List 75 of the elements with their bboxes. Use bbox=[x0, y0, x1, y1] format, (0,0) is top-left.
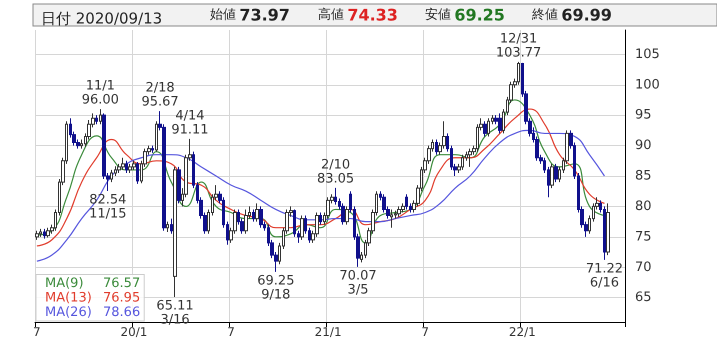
text: MA(13) bbox=[45, 290, 92, 306]
candlestick bbox=[397, 206, 401, 218]
annotation: 69.25 9/18 bbox=[257, 273, 294, 302]
x-tick-label: 7 bbox=[33, 325, 41, 339]
candlestick bbox=[606, 202, 610, 256]
y-tick-label: 65 bbox=[635, 290, 652, 306]
candlestick bbox=[35, 230, 39, 240]
annotation: 4/14 91.11 bbox=[171, 108, 209, 138]
candlestick bbox=[461, 154, 464, 170]
candlestick bbox=[43, 228, 46, 240]
candlestick bbox=[136, 162, 139, 184]
candlestick bbox=[151, 145, 154, 154]
y-tick-label: 100 bbox=[635, 77, 660, 92]
candlestick bbox=[132, 160, 136, 170]
annotation: 76.57 bbox=[103, 276, 140, 291]
text: MA(9) bbox=[45, 276, 84, 291]
candlestick bbox=[498, 112, 502, 134]
candlestick bbox=[244, 208, 248, 234]
candlestick bbox=[110, 169, 113, 183]
candlestick bbox=[319, 212, 322, 226]
candlestick bbox=[155, 120, 158, 152]
candlestick bbox=[345, 206, 349, 226]
x-tick-label: 20/1 bbox=[120, 325, 148, 339]
candlestick bbox=[166, 221, 169, 232]
text: MA(26) bbox=[45, 305, 92, 320]
candlestick bbox=[468, 148, 472, 168]
y-tick-label: 75 bbox=[635, 229, 652, 244]
candlestick bbox=[517, 61, 520, 86]
candlestick bbox=[259, 206, 263, 228]
candlestick bbox=[46, 227, 50, 238]
candlestick bbox=[487, 118, 490, 137]
candlestick bbox=[173, 166, 177, 298]
annotation: 71.22 6/16 bbox=[586, 261, 624, 290]
text: 高値 74.33 bbox=[318, 6, 398, 24]
candlestick bbox=[95, 114, 98, 125]
candlestick bbox=[99, 108, 102, 125]
y-tick-label: 85 bbox=[635, 168, 652, 184]
annotation: 12/31 103.77 bbox=[496, 31, 542, 60]
text: 安値 69.25 bbox=[425, 6, 505, 24]
text: 始値 73.97 bbox=[210, 6, 290, 24]
y-tick-label: 80 bbox=[635, 198, 652, 214]
annotation: 2/18 95.67 bbox=[141, 80, 179, 110]
candlestick bbox=[39, 228, 42, 238]
text: 終値 69.99 bbox=[531, 6, 612, 24]
candlestick bbox=[255, 202, 259, 222]
chart-title: 日付 2020/09/13 bbox=[41, 10, 162, 28]
candlestick bbox=[334, 187, 337, 206]
candlestick bbox=[252, 208, 255, 222]
annotation: 11/1 96.00 bbox=[82, 78, 119, 108]
candlestick bbox=[401, 202, 405, 213]
annotation: 70.07 3/5 bbox=[339, 268, 377, 298]
candlestick bbox=[390, 208, 393, 228]
candlestick bbox=[550, 163, 554, 189]
x-tick-label: 7 bbox=[421, 325, 430, 339]
x-tick-label: 22/1 bbox=[508, 325, 536, 339]
y-tick-label: 105 bbox=[635, 46, 660, 62]
candlestick bbox=[177, 166, 181, 204]
candlestick bbox=[128, 163, 132, 174]
annotation: 78.66 bbox=[103, 305, 140, 320]
y-tick-label: 90 bbox=[635, 138, 652, 154]
candlestick bbox=[435, 139, 438, 156]
candlestick bbox=[170, 218, 173, 234]
y-tick-label: 95 bbox=[635, 108, 652, 123]
candlestick bbox=[125, 160, 128, 174]
annotation: 76.95 bbox=[103, 290, 140, 306]
y-tick-label: 70 bbox=[635, 260, 652, 275]
candlestick bbox=[483, 120, 487, 137]
candlestick bbox=[405, 194, 408, 210]
candlestick bbox=[121, 157, 125, 170]
candlestick bbox=[554, 163, 558, 183]
annotation: 2/10 83.05 bbox=[316, 157, 354, 186]
x-tick-label: 21/1 bbox=[314, 325, 342, 339]
candlestick bbox=[341, 202, 345, 226]
x-tick-label: 7 bbox=[227, 325, 235, 339]
candlestick bbox=[300, 215, 304, 240]
